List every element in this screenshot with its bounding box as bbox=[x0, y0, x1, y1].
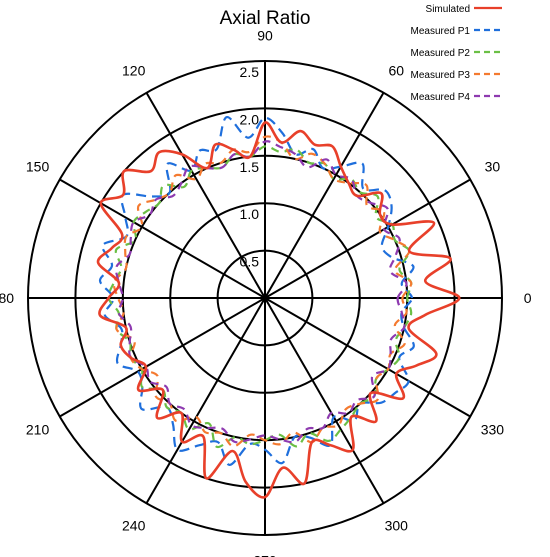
grid-spoke-300 bbox=[264, 297, 385, 504]
angle-label-120: 120 bbox=[122, 63, 146, 79]
legend-label-2: Measured P1 bbox=[411, 26, 471, 37]
grid-spoke-330 bbox=[264, 297, 471, 418]
radial-label-1: 1.0 bbox=[240, 206, 260, 222]
series-measured-p2 bbox=[107, 145, 413, 449]
radial-label-2: 1.5 bbox=[240, 159, 260, 175]
series-measured-p4 bbox=[114, 140, 408, 444]
grid-spoke-210 bbox=[59, 297, 266, 418]
angle-label-30: 30 bbox=[485, 159, 501, 175]
angle-label-240: 240 bbox=[122, 517, 146, 533]
series-simulated bbox=[96, 121, 461, 499]
radial-label-3: 2.0 bbox=[240, 111, 260, 127]
legend: Simulated Measured P1 Measured P2 Measured … bbox=[411, 4, 502, 103]
angle-label-270: 270 bbox=[253, 553, 277, 557]
radial-label-0: 0.5 bbox=[240, 254, 260, 270]
grid-spoke-60 bbox=[264, 92, 385, 299]
grid-spoke-240 bbox=[145, 297, 266, 504]
angle-label-0: 0 bbox=[524, 290, 532, 306]
series-layer bbox=[96, 116, 461, 499]
grid-spoke-150 bbox=[59, 178, 266, 299]
legend-label-3: Measured P2 bbox=[411, 48, 471, 59]
legend-label-4: Measured P3 bbox=[411, 70, 471, 81]
chart-title: Axial Ratio bbox=[220, 8, 311, 29]
grid-spoke-30 bbox=[264, 178, 471, 299]
angle-label-300: 300 bbox=[385, 517, 409, 533]
series-measured-p1 bbox=[98, 116, 415, 467]
grid-spoke-120 bbox=[145, 92, 266, 299]
angle-label-180: 180 bbox=[0, 290, 14, 306]
polar-grid bbox=[27, 60, 503, 536]
angle-label-210: 210 bbox=[26, 421, 50, 437]
angle-label-150: 150 bbox=[26, 159, 50, 175]
angle-label-330: 330 bbox=[481, 421, 505, 437]
legend-label-5: Measured P4 bbox=[411, 92, 471, 103]
labels-layer: 0 30 60 90 120 150 180 210 240 270 300 330 0.5 1.0 1.5… bbox=[0, 27, 532, 557]
angle-label-90: 90 bbox=[257, 27, 273, 43]
radial-label-4: 2.5 bbox=[240, 64, 260, 80]
legend-label-1: Simulated bbox=[426, 4, 470, 15]
angle-label-60: 60 bbox=[389, 63, 405, 79]
